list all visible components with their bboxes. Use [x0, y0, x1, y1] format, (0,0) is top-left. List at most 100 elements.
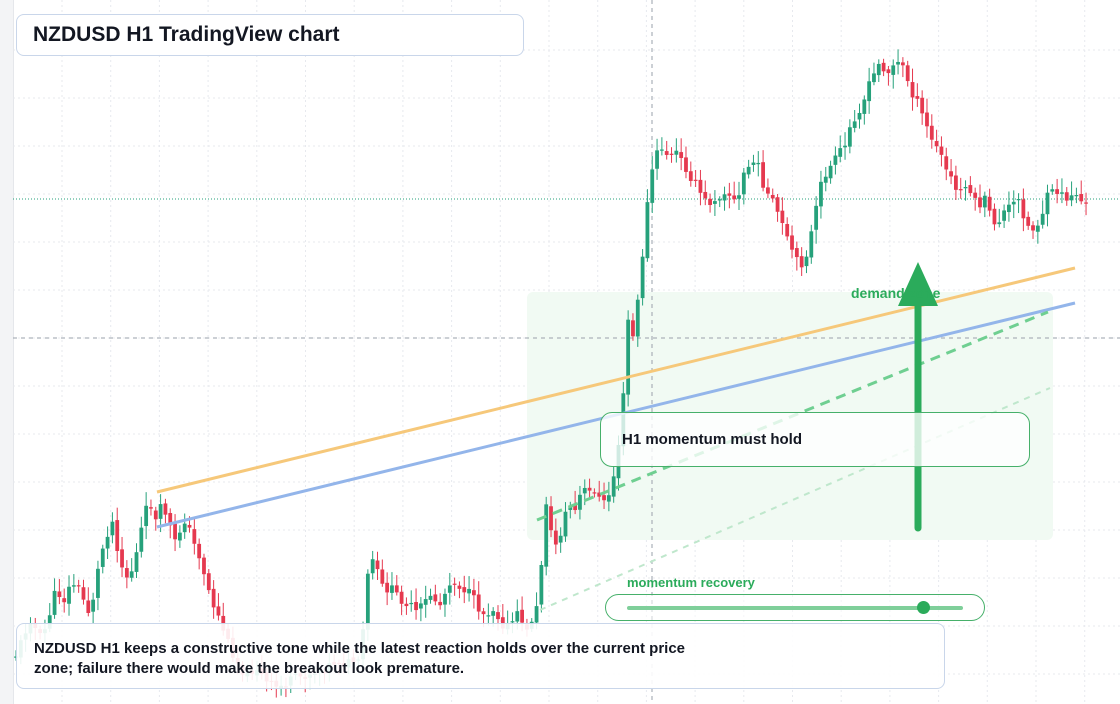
candle-body	[467, 588, 471, 594]
candle-body	[1079, 194, 1084, 202]
candle-body	[173, 523, 177, 540]
candle-body	[857, 112, 862, 120]
candle-body	[659, 149, 664, 151]
candle-body	[737, 195, 741, 199]
candle-body	[881, 62, 886, 72]
candle-body	[703, 191, 708, 199]
analysis-summary: NZDUSD H1 keeps a constructive tone whil…	[16, 623, 945, 689]
price-scale-strip	[0, 0, 14, 704]
candle-body	[925, 112, 929, 127]
candle-body	[129, 571, 134, 578]
candle-body	[472, 590, 476, 596]
candle-body	[182, 523, 187, 533]
candle-body	[404, 603, 409, 607]
candle-body	[828, 165, 833, 179]
faint-dashed-trendline	[539, 387, 1051, 611]
candle-body	[587, 487, 592, 491]
candle-body	[770, 194, 775, 199]
candle-body	[838, 148, 843, 157]
candle-body	[124, 568, 129, 578]
candle-body	[939, 146, 944, 155]
candle-body	[872, 73, 876, 83]
candle-body	[100, 548, 105, 567]
candle-body	[149, 507, 153, 509]
candle-body	[1007, 204, 1011, 213]
candle-body	[920, 97, 925, 114]
candle-body	[1021, 199, 1026, 219]
candle-body	[1055, 189, 1060, 194]
candle-body	[192, 529, 197, 544]
candle-body	[602, 495, 606, 501]
candle-body	[534, 606, 539, 623]
candle-body	[799, 256, 804, 268]
candle-body	[693, 179, 698, 181]
candle-body	[1035, 225, 1040, 232]
candle-body	[206, 573, 211, 591]
momentum-callout-text: H1 momentum must hold	[622, 431, 803, 448]
candle-body	[385, 582, 390, 593]
candle-body	[900, 62, 905, 66]
candle-body	[582, 487, 587, 494]
candle-body	[399, 591, 404, 604]
chart-title: NZDUSD H1 TradingView chart	[16, 14, 524, 56]
candle-body	[852, 121, 857, 128]
candle-body	[52, 590, 57, 615]
candle-body	[380, 569, 385, 584]
candle-body	[910, 82, 915, 98]
candle-body	[804, 256, 809, 267]
up-arrow-head	[898, 262, 938, 306]
candle-body	[949, 171, 953, 177]
candle-body	[679, 152, 684, 159]
candle-body	[486, 615, 491, 617]
candle-body	[370, 559, 375, 574]
candle-body	[876, 63, 881, 76]
momentum-callout[interactable]: H1 momentum must hold	[600, 412, 1030, 467]
candle-body	[1060, 192, 1064, 194]
candle-body	[823, 176, 828, 183]
candle-body	[891, 65, 896, 75]
candle-body	[365, 573, 370, 630]
candle-body	[1040, 213, 1045, 225]
candle-body	[438, 601, 443, 606]
candle-body	[684, 157, 688, 172]
candle-body	[197, 543, 202, 559]
candle-body	[963, 186, 968, 189]
candle-body	[819, 181, 823, 207]
candle-body	[732, 195, 737, 200]
candle-body	[1016, 199, 1021, 201]
candle-body	[862, 99, 867, 114]
candle-body	[390, 585, 394, 593]
slider-track	[627, 606, 963, 610]
candle-body	[761, 162, 765, 188]
momentum-slider[interactable]	[605, 594, 985, 621]
candle-body	[717, 199, 722, 201]
candle-body	[81, 587, 86, 600]
candle-body	[153, 510, 158, 520]
candle-body	[409, 602, 414, 605]
candle-body	[163, 503, 168, 515]
slider-knob[interactable]	[916, 601, 930, 614]
candle-body	[978, 197, 982, 208]
candle-body	[1064, 192, 1069, 201]
candle-body	[496, 612, 500, 620]
candle-body	[1084, 202, 1088, 204]
candle-body	[708, 198, 712, 206]
candle-body	[713, 201, 717, 204]
momentum-recovery-label: momentum recovery	[627, 575, 755, 590]
candle-body	[987, 196, 992, 211]
candle-body	[655, 150, 659, 169]
candle-body	[57, 591, 62, 598]
candle-body	[992, 208, 997, 225]
candle-body	[867, 81, 872, 102]
candle-body	[134, 552, 139, 572]
candle-body	[144, 505, 149, 527]
candle-body	[958, 189, 963, 191]
candle-body	[91, 599, 96, 612]
candle-body	[640, 256, 645, 299]
candle-body	[76, 585, 81, 587]
candle-body	[520, 609, 524, 623]
candle-body	[457, 585, 462, 589]
candle-body	[611, 476, 616, 497]
candle-body	[418, 603, 423, 609]
candle-body	[544, 504, 549, 567]
